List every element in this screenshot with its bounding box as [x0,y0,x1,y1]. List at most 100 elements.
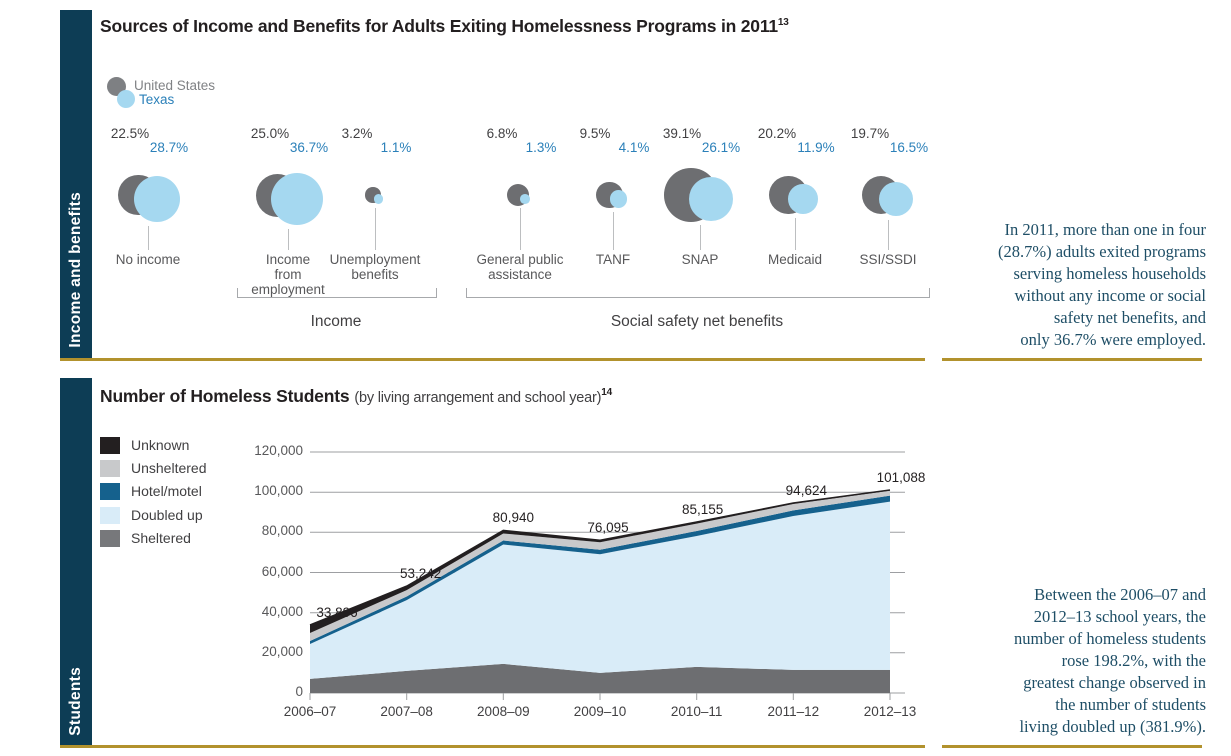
legend-item: Sheltered [100,529,260,547]
total-label: 101,088 [876,469,926,485]
x-axis-label: 2008–09 [477,704,530,719]
texas-bubble [689,177,734,221]
note-line: rose 198.2%, with the [1061,651,1206,670]
legend-item: Doubled up [100,506,260,524]
total-label: 76,095 [587,520,629,536]
bracket-label: Income [310,313,362,330]
note-line: In 2011, more than one in four [1004,220,1206,239]
x-axis-label: 2006–07 [283,704,337,719]
note-line: number of homeless students [1013,629,1206,648]
legend-label: Unknown [131,437,190,453]
note-line: only 36.7% were employed. [1020,330,1206,349]
texas-percent-label: 28.7% [149,140,189,155]
bracket-line [237,288,437,298]
gold-rule [942,745,1202,748]
us-percent-label: 6.8% [486,126,518,141]
y-axis-label: 120,000 [254,443,303,458]
category-label: No income [115,252,181,267]
gold-rule [942,358,1202,361]
texas-legend-dot [117,90,135,108]
legend-label: Unsheltered [131,460,207,477]
footnote-marker: 13 [777,17,789,29]
category-label: Income from employment [251,252,325,297]
area-layer-unknown [310,490,890,633]
category-label: TANF [595,252,631,267]
bracket-line [466,288,930,298]
us-percent-label: 9.5% [579,126,611,141]
us-percent-label: 39.1% [662,126,702,141]
note-line: serving homeless households [1013,264,1206,283]
bubble-connector-line [700,224,701,250]
legend-item: Unsheltered [100,460,260,478]
us-legend-label: United States [134,78,216,93]
total-label: 80,940 [492,510,534,526]
texas-percent-label: 36.7% [289,140,329,155]
students-sidebar: Students [60,378,92,746]
students-sidebar-label: Students [67,667,84,736]
x-axis-label: 2012–13 [863,704,917,719]
x-axis-label: 2009–10 [573,704,627,719]
legend-swatch [100,483,120,501]
category-label: SSI/SSDI [859,252,917,267]
texas-percent-label: 4.1% [618,140,650,155]
bubble-connector-line [795,217,796,250]
texas-legend-label: Texas [139,92,175,107]
legend-swatch [100,506,120,524]
bubble-connector-line [613,211,614,250]
texas-percent-label: 1.1% [380,140,412,155]
gold-rule [60,745,925,748]
bracket-label: Social safety net benefits [610,313,784,330]
total-label: 85,155 [682,501,724,517]
y-axis-label: 100,000 [254,483,303,499]
legend-label: Doubled up [131,506,203,523]
legend-swatch [100,460,120,478]
income-benefits-sidebar-label: Income and benefits [67,192,84,348]
texas-bubble [788,184,818,214]
x-axis-label: 2007–08 [380,704,433,719]
figure2-subtitle: (by living arrangement and school year) [354,390,602,406]
category-label: SNAP [681,252,719,267]
note-line: safety net benefits, and [1053,308,1206,327]
us-percent-label: 20.2% [757,126,797,141]
stack-top-outline [309,489,891,626]
note-line: greatest change observed in [1023,673,1206,692]
note-line: living doubled up (381.9%). [1019,717,1206,736]
figure1-title: Sources of Income and Benefits for Adult… [100,16,789,36]
bubble-connector-line [888,220,889,250]
gold-rule [60,358,925,361]
students-callout-note: Between the 2006–07 and 2012–13 school ye… [896,584,1206,738]
category-label: General public assistance [476,252,564,282]
texas-bubble [270,172,324,226]
income-benefits-sidebar: Income and benefits [60,10,92,358]
note-line: Between the 2006–07 and [1034,585,1206,604]
texas-percent-label: 26.1% [701,140,741,155]
y-axis-label: 60,000 [261,563,303,579]
bubble-connector-line [520,207,521,250]
total-label: 94,624 [785,482,827,498]
us-percent-label: 22.5% [110,126,150,141]
income-callout-note: In 2011, more than one in four (28.7%) ad… [896,219,1206,351]
legend-swatch [100,437,120,454]
total-label: 53,242 [400,566,442,582]
category-label: Medicaid [767,252,823,267]
legend-label: Hotel/motel [131,483,202,500]
texas-bubble [609,190,628,208]
texas-bubble [519,194,530,204]
footnote-marker: 14 [601,387,612,399]
total-label: 33,896 [316,604,358,620]
y-axis-label: 20,000 [261,643,303,659]
note-line: without any income or social [1014,286,1206,305]
legend-item: Hotel/motel [100,483,260,501]
x-axis-label: 2011–12 [767,704,820,719]
legend-item: Unknown [100,437,260,454]
legend-label: Sheltered [131,529,191,546]
figure2-title: Number of Homeless Students (by living ar… [100,386,612,406]
us-percent-label: 3.2% [341,126,373,141]
texas-bubble [373,194,383,204]
bubble-connector-line [148,226,149,250]
texas-bubble [878,181,914,217]
note-line: the number of students [1055,695,1206,714]
note-line: 2012–13 school years, the [1033,607,1206,626]
texas-percent-label: 1.3% [525,140,557,155]
